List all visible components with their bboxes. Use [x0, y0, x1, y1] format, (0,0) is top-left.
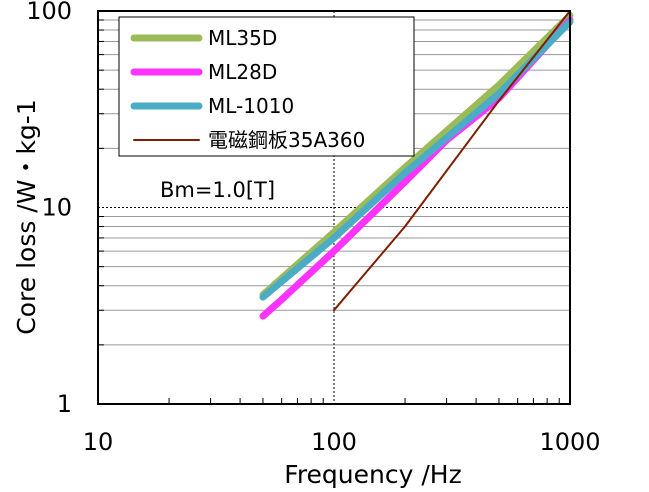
- tick-labels: 10 100 1000 1 10 100: [26, 0, 600, 456]
- x-tick-label: 100: [311, 428, 357, 456]
- annotation-bm: Bm=1.0[T]: [160, 178, 275, 202]
- series-line-ML35D: [259, 11, 574, 299]
- plot-area-border: [97, 10, 571, 405]
- legend: ML35D ML28D ML-1010 電磁鋼板35A360: [118, 16, 415, 157]
- plot-frame: [97, 10, 571, 405]
- legend-label-ML-1010: ML-1010: [208, 94, 294, 118]
- legend-label-ML35D: ML35D: [208, 26, 277, 50]
- x-axis-title: Frequency /Hz: [284, 460, 461, 489]
- series-line-ML28D: [259, 16, 574, 320]
- legend-label-電磁鋼板35A360: 電磁鋼板35A360: [208, 128, 365, 152]
- y-tick-label: 10: [41, 194, 72, 222]
- legend-label-ML28D: ML28D: [208, 60, 277, 84]
- x-tick-label: 1000: [539, 428, 600, 456]
- y-axis-title: Core loss /W・kg-1: [12, 99, 41, 334]
- y-tick-label: 1: [57, 390, 72, 418]
- series-line-電磁鋼板35A360: [333, 10, 571, 312]
- x-tick-label: 10: [83, 428, 114, 456]
- series-lines: [259, 10, 574, 320]
- y-tick-label: 100: [26, 0, 72, 25]
